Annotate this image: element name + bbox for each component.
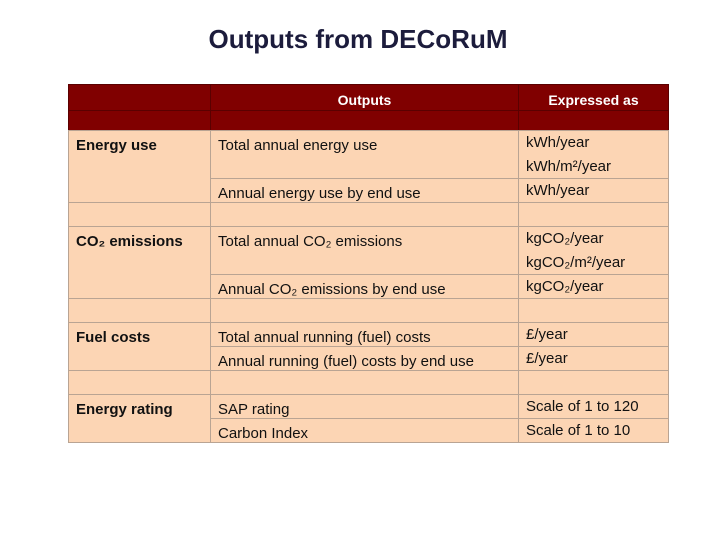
spacer-cell [518, 298, 669, 323]
unit-text: kWh/year [526, 182, 590, 199]
group-label: Energy use [68, 130, 211, 203]
spacer-cell [68, 202, 211, 227]
header-cell: Expressed as [518, 84, 669, 111]
output-cell: Total annual running (fuel) costs [210, 322, 519, 347]
unit-text: Scale of 1 to 10 [526, 422, 631, 439]
group-label: CO₂ emissions [68, 226, 211, 299]
header-band [68, 110, 211, 131]
expressed-cell: kWh/year kWh/m²/year [518, 130, 669, 179]
expressed-cell: Scale of 1 to 120 [518, 394, 669, 419]
output-cell: Total annual energy use [210, 130, 519, 179]
group-label: Energy rating [68, 394, 211, 443]
header-band [210, 110, 519, 131]
expressed-cell: Scale of 1 to 10 [518, 418, 669, 443]
spacer-cell [518, 202, 669, 227]
output-cell: Annual energy use by end use [210, 178, 519, 203]
expressed-cell: kgCO₂/year [518, 274, 669, 299]
output-cell: Annual running (fuel) costs by end use [210, 346, 519, 371]
output-cell: Annual CO₂ emissions by end use [210, 274, 519, 299]
spacer-cell [210, 370, 519, 395]
header-cell [68, 84, 211, 111]
expressed-cell: £/year [518, 346, 669, 371]
spacer-cell [518, 370, 669, 395]
spacer-cell [68, 298, 211, 323]
unit-text: £/year [526, 350, 568, 367]
unit-text: £/year [526, 326, 568, 343]
expressed-cell: kWh/year [518, 178, 669, 203]
unit-text: kgCO₂/year [526, 230, 604, 247]
header-cell: Outputs [210, 84, 519, 111]
unit-text: kWh/year [526, 134, 590, 151]
unit-text: kgCO₂/m²/year [526, 254, 626, 271]
output-cell: Total annual CO₂ emissions [210, 226, 519, 275]
spacer-cell [210, 202, 519, 227]
expressed-cell: £/year [518, 322, 669, 347]
expressed-cell: kgCO₂/year kgCO₂/m²/year [518, 226, 669, 275]
unit-text: kgCO₂/year [526, 278, 604, 295]
spacer-cell [68, 370, 211, 395]
unit-text: kWh/m²/year [526, 158, 612, 175]
header-band [518, 110, 669, 131]
slide-title: Outputs from DECoRuM [208, 24, 508, 54]
unit-text: Scale of 1 to 120 [526, 398, 639, 415]
output-cell: SAP rating [210, 394, 519, 419]
group-label: Fuel costs [68, 322, 211, 371]
output-cell: Carbon Index [210, 418, 519, 443]
spacer-cell [210, 298, 519, 323]
